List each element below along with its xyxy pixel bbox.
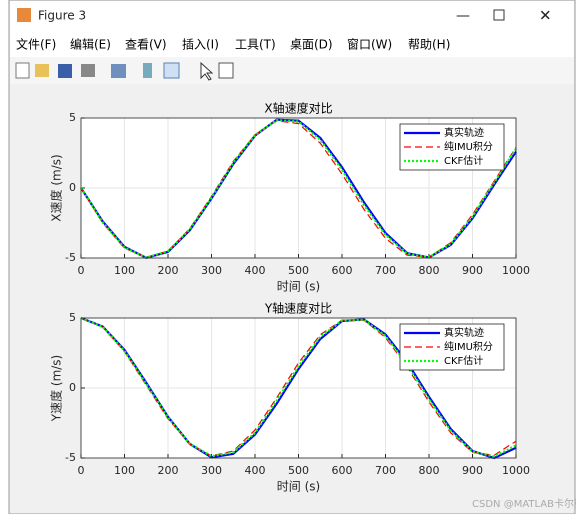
tool-open[interactable] [35,64,49,77]
tool-legend[interactable] [163,62,180,79]
chart-title: X轴速度对比 [264,101,332,116]
legend-label: 纯IMU积分 [444,340,493,353]
x-tick-label: 600 [332,264,353,277]
x-axis-label: 时间 (s) [277,480,320,494]
tool-save[interactable] [58,64,72,78]
menu-item[interactable]: 窗口(W) [347,38,392,52]
tool-new[interactable] [15,62,30,79]
menu-bar [10,33,574,57]
y-tick-label: 5 [69,111,76,124]
series-line [80,317,517,457]
x-tick-label: 400 [245,264,266,277]
y-tick-label: 0 [69,381,76,394]
menu-item[interactable]: 帮助(H) [408,38,450,52]
x-tick-label: 300 [201,264,222,277]
x-tick-label: 200 [158,264,179,277]
y-tick-label: -5 [65,451,76,464]
x-tick-label: 500 [288,464,309,477]
app-icon [17,8,31,22]
x-tick-label: 100 [114,264,135,277]
x-tick-label: 500 [288,264,309,277]
series-line [80,118,517,259]
x-tick-label: 400 [245,464,266,477]
menu-item[interactable]: 插入(I) [182,38,219,52]
legend-label: CKF估计 [444,154,483,167]
window-title: Figure 3 [38,9,86,23]
legend-label: 真实轨迹 [444,126,484,139]
x-tick-label: 900 [462,264,483,277]
axes-box [80,117,517,259]
x-tick-label: 300 [201,464,222,477]
menu-item[interactable]: 工具(T) [235,38,276,52]
series-line [80,316,517,458]
close[interactable]: ✕ [539,7,552,25]
title-bar [10,1,574,33]
y-tick-label: 0 [69,181,76,194]
y-tick-label: -5 [65,251,76,264]
x-tick-label: 1000 [502,464,530,477]
x-tick-label: 200 [158,464,179,477]
menu-item[interactable]: 桌面(D) [290,38,333,52]
chart-title: Y轴速度对比 [264,301,332,316]
y-axis-label: Y速度 (m/s) [49,355,64,423]
x-tick-label: 0 [78,464,85,477]
menu-item[interactable]: 编辑(E) [70,37,111,52]
x-tick-label: 0 [78,264,85,277]
tool-pointer[interactable] [200,61,214,81]
watermark: CSDN @MATLAB卡尔曼 [472,497,576,510]
x-tick-label: 600 [332,464,353,477]
menu-item[interactable]: 查看(V) [125,38,167,52]
x-tick-label: 800 [419,264,440,277]
x-tick-label: 800 [419,464,440,477]
x-tick-label: 900 [462,464,483,477]
tool-print[interactable] [81,64,95,77]
x-tick-label: 100 [114,464,135,477]
legend-label: 纯IMU积分 [444,140,493,153]
series-line [80,316,517,460]
x-axis-label: 时间 (s) [277,280,320,294]
x-tick-label: 700 [375,264,396,277]
maximize[interactable] [493,9,505,21]
minimize[interactable]: — [456,8,470,24]
toolbar-icons [15,61,234,81]
legend-label: 真实轨迹 [444,326,484,339]
y-axis-label: X速度 (m/s) [49,154,64,221]
tool-colorbar[interactable] [143,63,152,78]
tool-link[interactable] [111,64,126,78]
menu-item[interactable]: 文件(F) [16,37,56,52]
axes-box [80,317,517,459]
y-tick-label: 5 [69,311,76,324]
toolbar [10,57,574,84]
legend-label: CKF估计 [444,354,483,367]
tool-inspector[interactable] [218,62,234,79]
x-tick-label: 1000 [502,264,530,277]
x-tick-label: 700 [375,464,396,477]
